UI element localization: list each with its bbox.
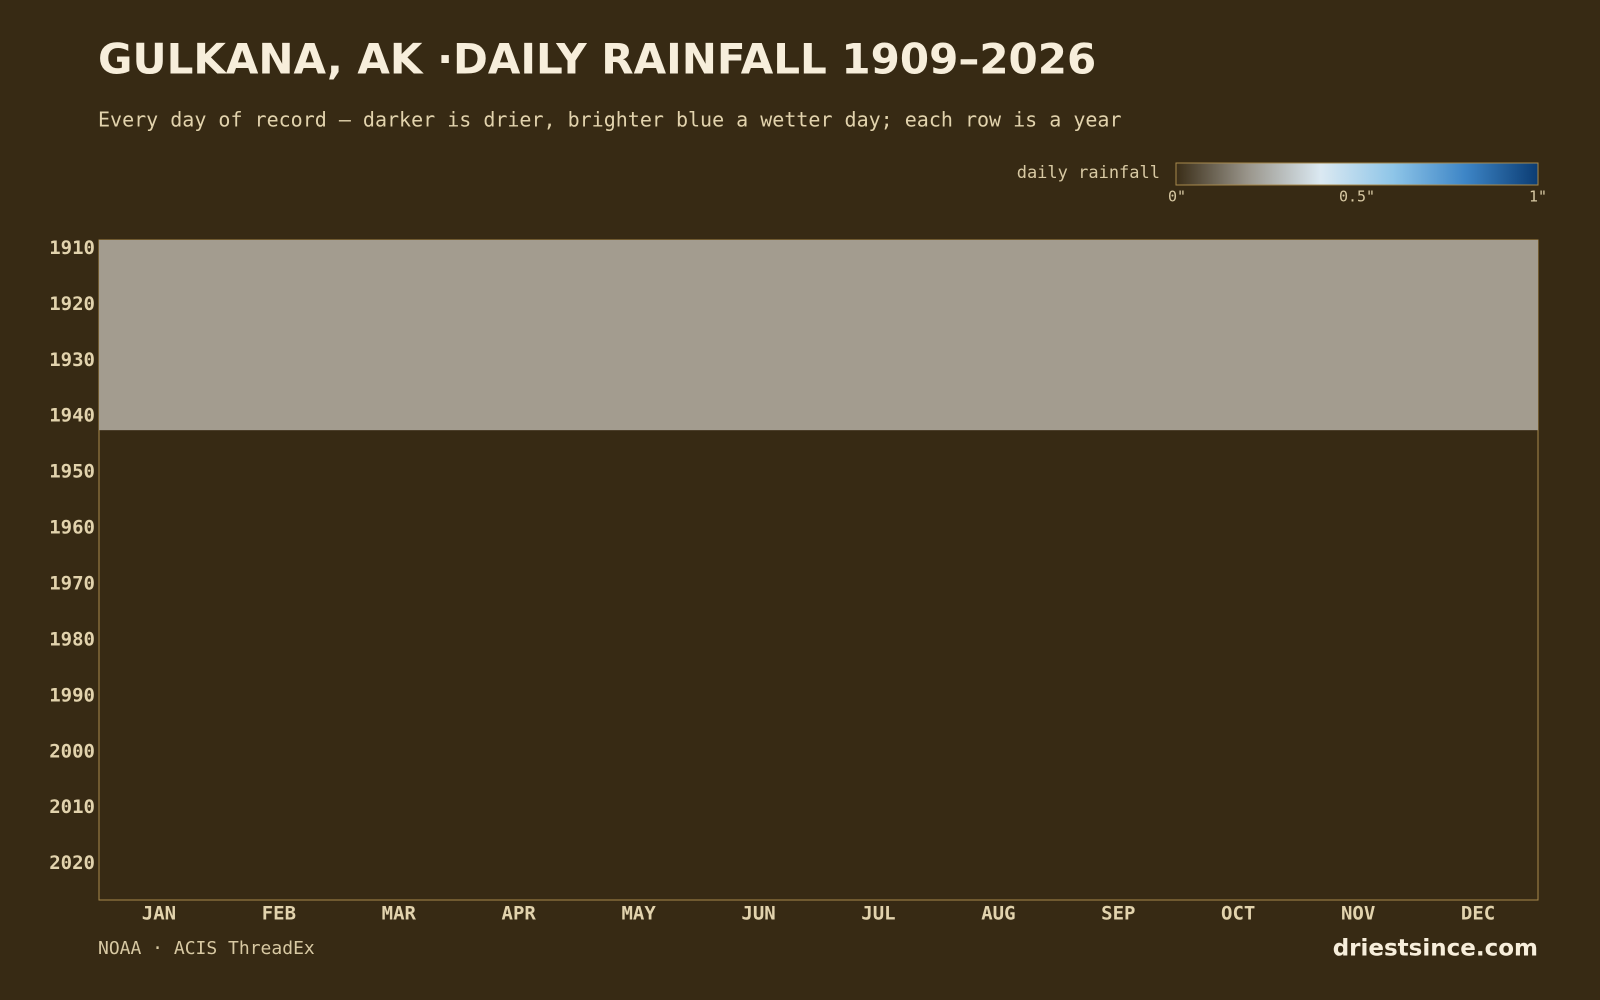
- colorbar-tick-label: 1": [1529, 188, 1547, 206]
- x-tick-label: DEC: [1461, 903, 1495, 925]
- colorbar: [1175, 162, 1539, 186]
- x-tick-label: APR: [502, 903, 537, 925]
- y-tick-label: 1980: [49, 628, 95, 650]
- source: NOAA · ACIS ThreadEx: [98, 938, 315, 959]
- y-tick-label: 1950: [49, 461, 95, 483]
- x-tick-label: SEP: [1101, 903, 1135, 925]
- x-tick-label: AUG: [981, 903, 1015, 925]
- x-tick-label: NOV: [1341, 903, 1375, 925]
- y-tick-label: 1930: [49, 349, 95, 371]
- x-tick-label: FEB: [262, 903, 296, 925]
- x-tick-label: MAR: [382, 903, 417, 925]
- y-tick-label: 2000: [49, 740, 95, 762]
- y-tick-label: 1910: [49, 237, 95, 259]
- y-tick-label: 1960: [49, 517, 95, 539]
- chart-subtitle: Every day of record — darker is drier, b…: [98, 108, 1122, 132]
- y-tick-label: 1920: [49, 293, 95, 315]
- x-tick-label: JAN: [142, 903, 176, 925]
- brand: driestsince.com: [1333, 936, 1538, 962]
- y-tick-label: 2020: [49, 852, 95, 874]
- x-tick-label: JUL: [861, 903, 895, 925]
- y-tick-label: 1940: [49, 405, 95, 427]
- colorbar-tick-label: 0.5": [1339, 188, 1375, 206]
- y-tick-label: 2010: [49, 796, 95, 818]
- x-tick-label: OCT: [1221, 903, 1255, 925]
- colorbar-tick-label: 0": [1168, 188, 1186, 206]
- y-tick-label: 1970: [49, 572, 95, 594]
- x-tick-label: JUN: [741, 903, 775, 925]
- no-data-band: [99, 240, 1538, 431]
- colorbar-label: daily rainfall: [1017, 163, 1160, 183]
- chart-title: GULKANA, AK ·DAILY RAINFALL 1909–2026: [98, 35, 1096, 84]
- x-tick-label: MAY: [621, 903, 656, 925]
- y-tick-label: 1990: [49, 684, 95, 706]
